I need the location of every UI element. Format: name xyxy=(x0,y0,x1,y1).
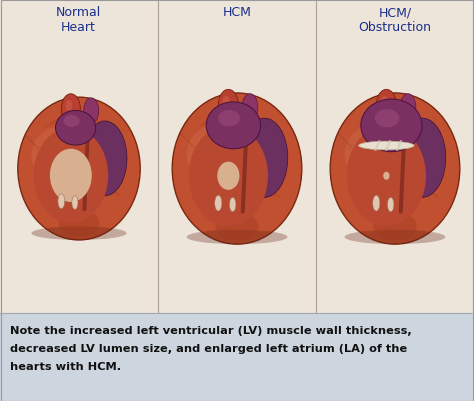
Ellipse shape xyxy=(18,98,140,240)
Ellipse shape xyxy=(359,142,414,150)
Ellipse shape xyxy=(215,212,259,241)
Ellipse shape xyxy=(59,210,100,237)
Ellipse shape xyxy=(373,196,380,211)
Ellipse shape xyxy=(55,111,96,146)
Ellipse shape xyxy=(374,212,417,241)
Text: hearts with HCM.: hearts with HCM. xyxy=(10,361,121,371)
Text: decreased LV lumen size, and enlarged left atrium (LA) of the: decreased LV lumen size, and enlarged le… xyxy=(10,343,407,353)
Ellipse shape xyxy=(72,196,78,210)
Ellipse shape xyxy=(376,90,396,122)
Ellipse shape xyxy=(58,194,65,209)
Ellipse shape xyxy=(345,230,446,245)
Ellipse shape xyxy=(189,126,268,227)
Ellipse shape xyxy=(31,127,92,184)
Ellipse shape xyxy=(187,125,251,185)
Ellipse shape xyxy=(61,95,81,124)
Ellipse shape xyxy=(399,119,446,198)
Ellipse shape xyxy=(206,103,261,150)
Ellipse shape xyxy=(50,149,92,203)
Text: HCM: HCM xyxy=(223,6,251,19)
Text: Note the increased left ventricular (LV) muscle wall thickness,: Note the increased left ventricular (LV)… xyxy=(10,325,412,335)
Bar xyxy=(0,0,474,313)
Ellipse shape xyxy=(219,90,238,122)
Ellipse shape xyxy=(375,109,399,128)
Ellipse shape xyxy=(215,196,222,211)
Ellipse shape xyxy=(383,172,390,180)
Ellipse shape xyxy=(361,100,422,152)
Ellipse shape xyxy=(381,97,388,108)
Ellipse shape xyxy=(330,94,460,245)
Ellipse shape xyxy=(400,95,416,122)
Ellipse shape xyxy=(83,122,127,196)
Ellipse shape xyxy=(64,115,80,128)
Ellipse shape xyxy=(229,198,236,212)
Ellipse shape xyxy=(65,101,72,111)
Ellipse shape xyxy=(31,227,127,240)
Text: HCM/
Obstruction: HCM/ Obstruction xyxy=(358,6,431,34)
Ellipse shape xyxy=(387,198,394,212)
Bar xyxy=(0,313,474,401)
Ellipse shape xyxy=(187,230,287,245)
Ellipse shape xyxy=(345,125,410,185)
Ellipse shape xyxy=(218,111,240,127)
Ellipse shape xyxy=(172,94,302,245)
Ellipse shape xyxy=(34,128,108,223)
Ellipse shape xyxy=(347,126,426,227)
Text: Normal
Heart: Normal Heart xyxy=(55,6,101,34)
Ellipse shape xyxy=(242,95,258,122)
Ellipse shape xyxy=(223,97,230,108)
Ellipse shape xyxy=(241,119,288,198)
Ellipse shape xyxy=(84,99,99,124)
Ellipse shape xyxy=(217,162,239,190)
